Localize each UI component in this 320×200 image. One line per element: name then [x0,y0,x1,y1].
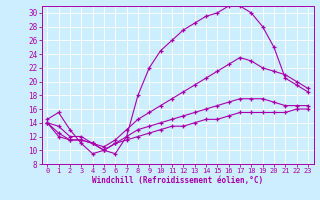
X-axis label: Windchill (Refroidissement éolien,°C): Windchill (Refroidissement éolien,°C) [92,176,263,185]
